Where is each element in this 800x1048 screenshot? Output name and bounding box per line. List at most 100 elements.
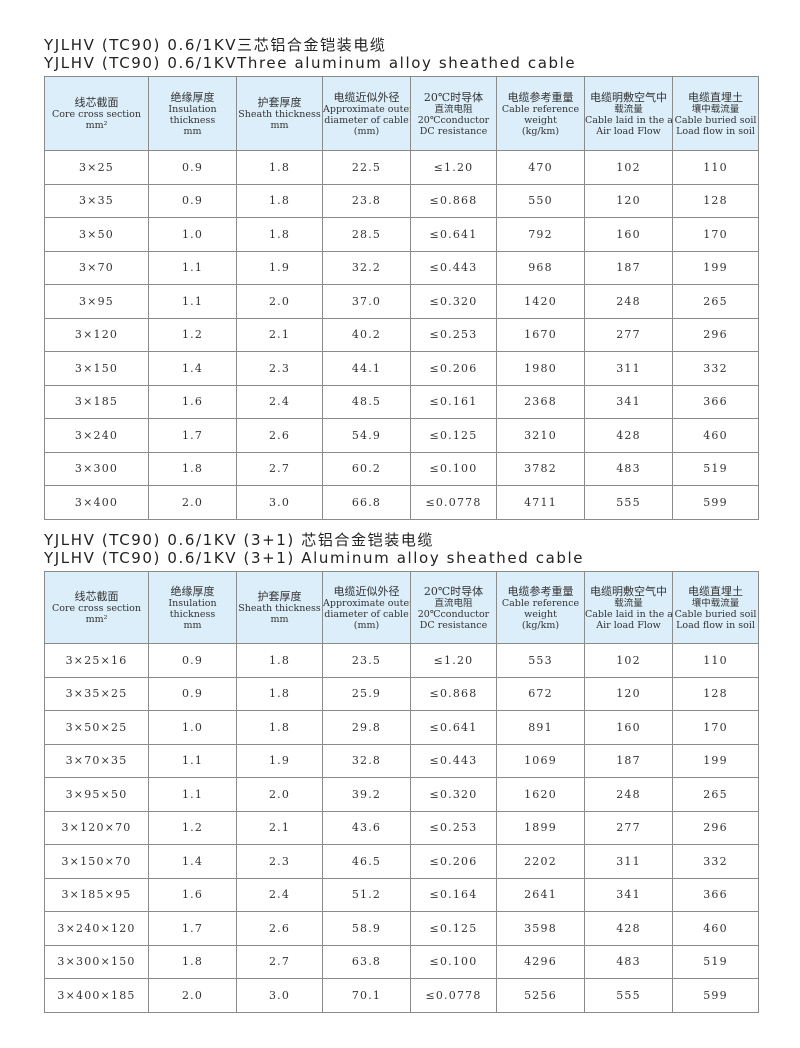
header-line: 绝缘厚度 <box>170 584 215 598</box>
data-cell: 672 <box>496 676 585 711</box>
data-cell: 1.8 <box>236 150 323 185</box>
header-cell: 20℃时导体 直流电阻 20℃conductor DC resistance <box>410 571 497 644</box>
data-cell: 160 <box>584 710 673 745</box>
data-cell: 1.2 <box>148 317 237 352</box>
data-cell: 2368 <box>496 384 585 419</box>
data-cell: 170 <box>672 217 759 252</box>
data-cell: 2.1 <box>236 810 323 845</box>
data-cell: 553 <box>496 643 585 678</box>
header-cell: 20℃时导体 直流电阻 20℃conductor DC resistance <box>410 76 497 151</box>
header-line: mm <box>270 614 289 625</box>
header-line: (mm) <box>353 125 380 137</box>
data-cell: 187 <box>584 743 673 778</box>
header-row: 线芯截面 Core cross section mm² 绝缘厚度 Insulation t… <box>44 76 759 151</box>
data-cell: 1.1 <box>148 250 237 285</box>
data-row: 3×400×185 2.0 3.0 70.1 ≤0.0778 5256 555 599 <box>44 978 759 1013</box>
header-line: (mm) <box>353 619 380 631</box>
header-line: 壤中载流量 <box>691 103 740 115</box>
header-line: (kg/km) <box>521 125 560 137</box>
data-cell: 3×95 <box>44 284 149 319</box>
data-cell: 1.8 <box>236 676 323 711</box>
header-line: DC resistance <box>419 125 488 137</box>
data-cell: 3×400×185 <box>44 978 149 1013</box>
data-cell: 120 <box>584 183 673 218</box>
data-cell: 2.1 <box>236 317 323 352</box>
data-cell: 277 <box>584 810 673 845</box>
data-cell: 891 <box>496 710 585 745</box>
data-cell: 470 <box>496 150 585 185</box>
header-line: Cable reference <box>501 597 580 609</box>
data-cell: ≤0.100 <box>410 451 497 486</box>
data-cell: ≤0.206 <box>410 351 497 386</box>
header-line: Core cross section <box>51 603 142 614</box>
data-row: 3×185×95 1.6 2.4 51.2 ≤0.164 2641 341 366 <box>44 877 759 912</box>
data-cell: 3×70 <box>44 250 149 285</box>
data-cell: 1980 <box>496 351 585 386</box>
header-line: mm <box>183 125 202 137</box>
data-cell: 3×400 <box>44 485 149 520</box>
data-cell: ≤0.0778 <box>410 485 497 520</box>
data-cell: 2.4 <box>236 877 323 912</box>
data-cell: 1.1 <box>148 743 237 778</box>
title-cn: YJLHV (TC90) 0.6/1KV三芯铝合金铠装电缆 <box>44 36 387 54</box>
header-cell: 电缆明敷空气中 载流量 Cable laid in the air Air load … <box>584 76 673 151</box>
header-line: Cable laid in the air <box>585 608 672 620</box>
header-line: Insulation <box>168 597 217 609</box>
data-cell: 1670 <box>496 317 585 352</box>
data-row: 3×120×70 1.2 2.1 43.6 ≤0.253 1899 277 296 <box>44 810 759 845</box>
header-line: 电缆明敷空气中 <box>590 90 667 104</box>
data-cell: 3782 <box>496 451 585 486</box>
data-cell: 311 <box>584 351 673 386</box>
data-cell: 187 <box>584 250 673 285</box>
data-cell: 1.8 <box>236 643 323 678</box>
header-line: 壤中载流量 <box>691 597 740 609</box>
data-cell: 4296 <box>496 944 585 979</box>
header-line: 线芯截面 <box>74 96 119 109</box>
header-line: thickness <box>169 608 216 620</box>
data-cell: ≤0.161 <box>410 384 497 419</box>
header-line: Approximate outer <box>323 103 410 115</box>
data-cell: 23.8 <box>322 183 411 218</box>
header-line: 20℃时导体 <box>423 584 484 598</box>
data-row: 3×25 0.9 1.8 22.5 ≤1.20 470 102 110 <box>44 150 759 185</box>
header-line: Load flow in soil <box>676 125 755 137</box>
data-row: 3×240×120 1.7 2.6 58.9 ≤0.125 3598 428 460 <box>44 911 759 946</box>
header-line: 线芯截面 <box>74 590 119 603</box>
header-line: 电缆直埋土 <box>688 90 743 104</box>
header-line: mm² <box>85 614 108 625</box>
data-cell: 37.0 <box>322 284 411 319</box>
data-cell: 1.8 <box>236 710 323 745</box>
data-cell: 43.6 <box>322 810 411 845</box>
data-cell: 1.1 <box>148 284 237 319</box>
header-line: 电缆参考重量 <box>507 90 574 104</box>
data-cell: 3.0 <box>236 485 323 520</box>
data-cell: 428 <box>584 418 673 453</box>
header-cell: 电缆近似外径 Approximate outer diameter of cable… <box>322 571 411 644</box>
data-cell: 3×25 <box>44 150 149 185</box>
data-cell: 332 <box>672 351 759 386</box>
data-row: 3×35 0.9 1.8 23.8 ≤0.868 550 120 128 <box>44 183 759 218</box>
data-cell: 120 <box>584 676 673 711</box>
header-cell: 护套厚度 Sheath thickness mm <box>236 76 323 151</box>
data-cell: 1.4 <box>148 351 237 386</box>
header-line: Cable buried soil <box>674 114 757 126</box>
header-cell: 电缆参考重量 Cable reference weight (kg/km) <box>496 571 585 644</box>
data-cell: 1.1 <box>148 777 237 812</box>
data-cell: 46.5 <box>322 844 411 879</box>
title-en: YJLHV (TC90) 0.6/1KVThree aluminum alloy… <box>44 54 577 72</box>
data-cell: 110 <box>672 150 759 185</box>
header-line: 电缆近似外径 <box>333 584 400 598</box>
data-cell: 460 <box>672 911 759 946</box>
data-cell: 199 <box>672 743 759 778</box>
data-cell: 311 <box>584 844 673 879</box>
data-cell: 3×50×25 <box>44 710 149 745</box>
header-line: Air load Flow <box>596 619 661 631</box>
data-cell: ≤0.100 <box>410 944 497 979</box>
data-cell: 1420 <box>496 284 585 319</box>
data-row: 3×25×16 0.9 1.8 23.5 ≤1.20 553 102 110 <box>44 643 759 678</box>
header-line: 护套厚度 <box>257 96 302 109</box>
header-line: 20℃conductor <box>417 114 490 126</box>
data-cell: 0.9 <box>148 676 237 711</box>
data-cell: 3598 <box>496 911 585 946</box>
data-cell: ≤0.443 <box>410 743 497 778</box>
